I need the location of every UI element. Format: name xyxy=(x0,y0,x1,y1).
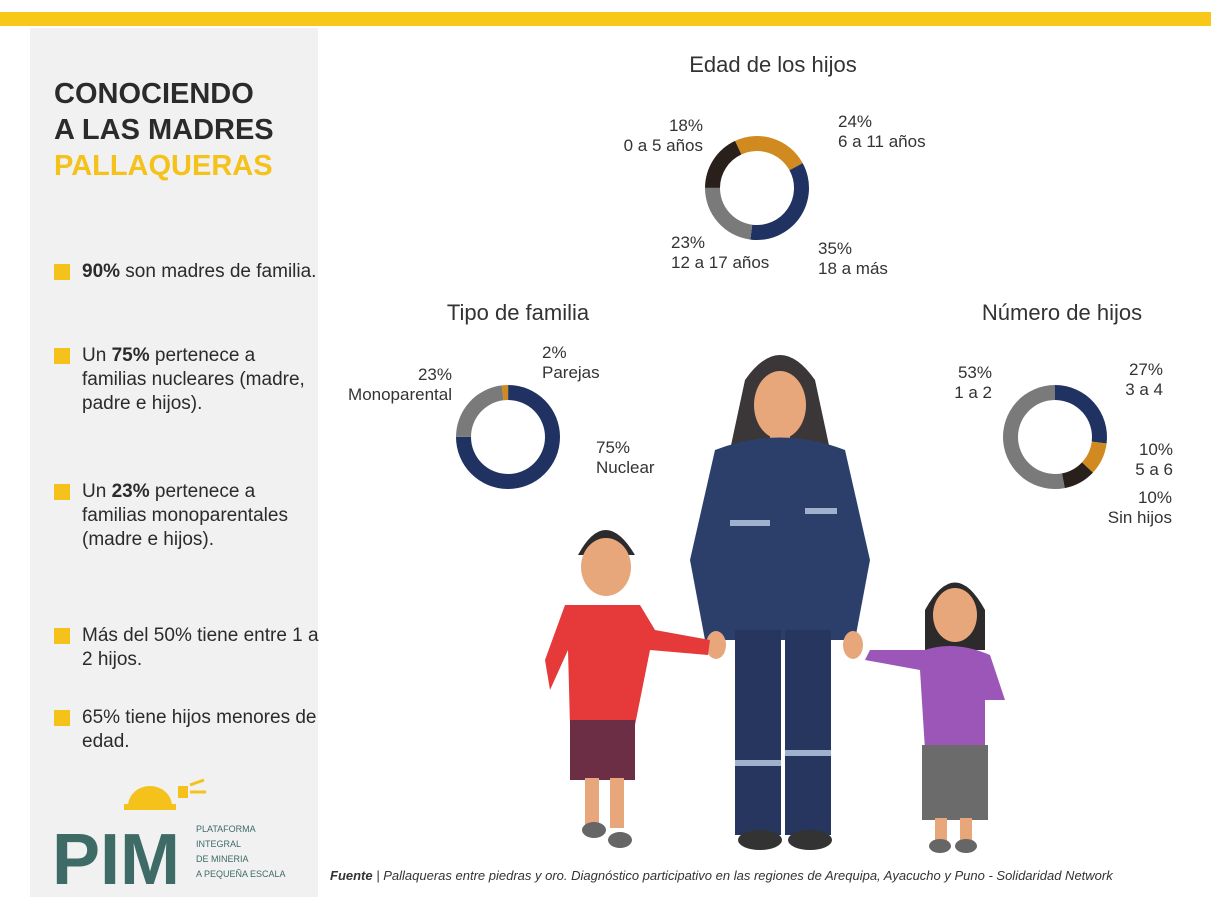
source-text: | Pallaqueras entre piedras y oro. Diagn… xyxy=(376,868,1114,883)
page: CONOCIENDO A LAS MADRES PALLAQUERAS 90% … xyxy=(0,0,1211,897)
value-label: 2% xyxy=(542,343,567,362)
category-label: Monoparental xyxy=(348,385,452,404)
donut-segment xyxy=(750,163,809,240)
value-label: 24% xyxy=(838,112,872,131)
value-label: 23% xyxy=(671,233,705,252)
category-label: 3 a 4 xyxy=(1125,380,1163,399)
donut-segment xyxy=(705,188,752,240)
value-label: 27% xyxy=(1129,360,1163,379)
value-label: 53% xyxy=(958,363,992,382)
category-label: Sin hijos xyxy=(1108,508,1172,527)
category-label: 12 a 17 años xyxy=(671,253,769,272)
family-illustration xyxy=(545,355,1005,853)
category-label: Parejas xyxy=(542,363,600,382)
donut-segment xyxy=(1055,385,1107,444)
category-label: 1 a 2 xyxy=(954,383,992,402)
category-label: 0 a 5 años xyxy=(624,136,703,155)
source-label: Fuente xyxy=(330,868,373,883)
donut-segment xyxy=(735,136,803,170)
chart-title: Número de hijos xyxy=(982,300,1142,325)
value-label: 75% xyxy=(596,438,630,457)
category-label: 5 a 6 xyxy=(1135,460,1173,479)
donut-segment xyxy=(456,385,503,436)
value-label: 10% xyxy=(1138,488,1172,507)
category-label: 6 a 11 años xyxy=(838,132,926,151)
logo-line: PLATAFORMA xyxy=(196,824,256,834)
logo-acronym: PIM xyxy=(52,820,180,897)
chart-title: Tipo de familia xyxy=(447,300,590,325)
logo-line: DE MINERIA xyxy=(196,854,249,864)
source: Fuente | Pallaqueras entre piedras y oro… xyxy=(330,868,1114,883)
chart-title: Edad de los hijos xyxy=(689,52,857,77)
logo-line: INTEGRAL xyxy=(196,839,241,849)
value-label: 35% xyxy=(818,239,852,258)
category-label: Nuclear xyxy=(596,458,655,477)
chart-area: PIM PLATAFORMA INTEGRAL DE MINERIA A PEQ… xyxy=(0,0,1211,897)
donut-segment xyxy=(705,141,741,188)
value-label: 23% xyxy=(418,365,452,384)
category-label: 18 a más xyxy=(818,259,888,278)
value-label: 18% xyxy=(669,116,703,135)
donut-segment xyxy=(1003,385,1065,489)
logo: PIM PLATAFORMA INTEGRAL DE MINERIA A PEQ… xyxy=(52,780,286,897)
logo-line: A PEQUEÑA ESCALA xyxy=(196,869,286,879)
value-label: 10% xyxy=(1139,440,1173,459)
